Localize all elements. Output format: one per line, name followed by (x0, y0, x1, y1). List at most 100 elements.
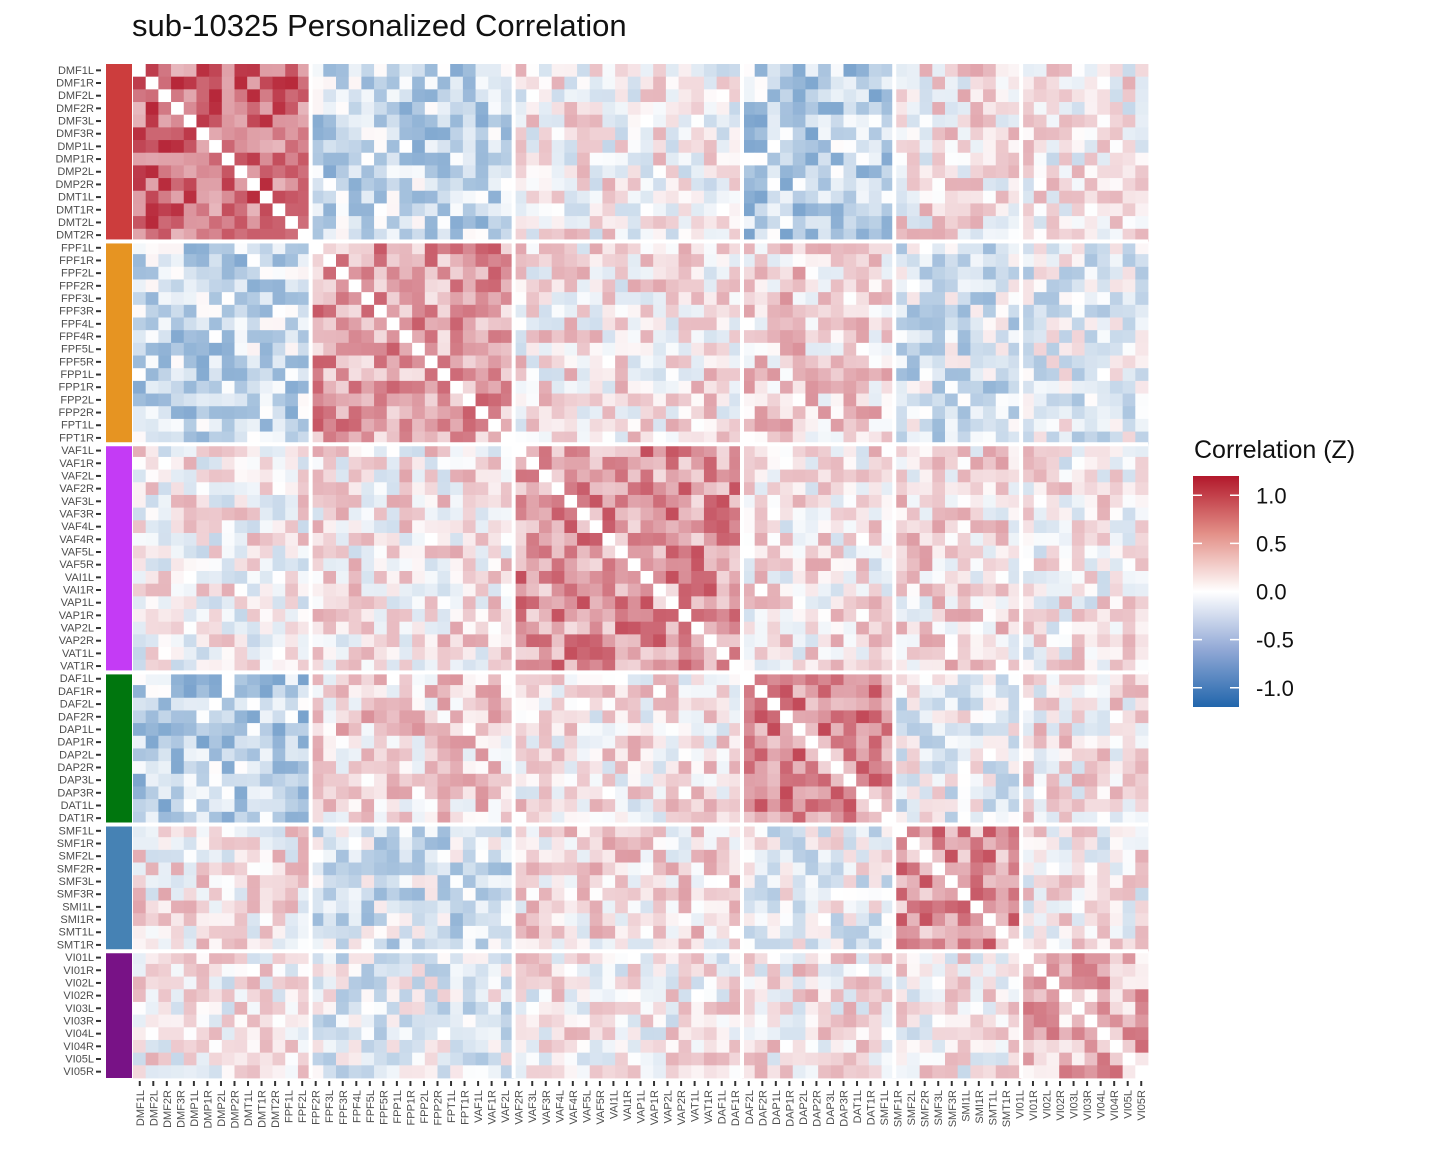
heatmap-cell (424, 241, 438, 255)
heatmap-cell (919, 254, 933, 268)
heatmap-cell (285, 140, 299, 154)
heatmap-cell (780, 241, 794, 255)
heatmap-cell (145, 165, 159, 179)
heatmap-cell (970, 621, 984, 635)
heatmap-cell (488, 786, 502, 800)
heatmap-cell (209, 710, 223, 724)
heatmap-cell (1046, 406, 1060, 420)
heatmap-cell (488, 190, 502, 204)
heatmap-cell (678, 241, 692, 255)
heatmap-cell (856, 266, 870, 280)
heatmap-cell (1046, 114, 1060, 128)
heatmap-cell (627, 418, 641, 432)
heatmap-cell (412, 647, 426, 661)
heatmap-cell (1097, 431, 1111, 445)
heatmap-cell (932, 773, 946, 787)
heatmap-cell (780, 317, 794, 331)
heatmap-cell (945, 89, 959, 103)
heatmap-cell (729, 773, 743, 787)
heatmap-cell (310, 444, 324, 458)
heatmap-cell (792, 216, 806, 230)
heatmap-cell (1033, 609, 1047, 623)
heatmap-cell (640, 494, 654, 509)
heatmap-cell (488, 228, 502, 242)
heatmap-cell (577, 342, 591, 356)
heatmap-cell (234, 64, 248, 78)
heatmap-cell (640, 773, 654, 787)
heatmap-cell (868, 228, 882, 242)
heatmap-cell (983, 659, 997, 673)
heatmap-cell (703, 811, 718, 825)
heatmap-cell (551, 266, 565, 280)
heatmap-cell (564, 393, 578, 407)
heatmap-cell (1109, 609, 1124, 623)
heatmap-cell (754, 216, 768, 230)
heatmap-cell (932, 127, 946, 141)
heatmap-cell (919, 723, 933, 737)
heatmap-cell (310, 216, 324, 230)
heatmap-cell (843, 545, 857, 559)
heatmap-cell (970, 710, 984, 724)
heatmap-cell (171, 304, 185, 318)
heatmap-cell (145, 773, 159, 787)
heatmap-cell (1008, 507, 1022, 521)
heatmap-cell (932, 659, 946, 673)
heatmap-cell (297, 406, 312, 420)
heatmap-cell (742, 520, 756, 534)
heatmap-cell (285, 811, 299, 825)
heatmap-cell (678, 494, 692, 509)
heatmap-cell (285, 685, 299, 699)
heatmap-cell (577, 292, 591, 306)
heatmap-cell (399, 127, 413, 141)
heatmap-cell (221, 254, 235, 268)
heatmap-cell (653, 266, 667, 280)
heatmap-cell (932, 292, 946, 306)
heatmap-cell (133, 165, 147, 179)
heatmap-cell (932, 811, 946, 825)
heatmap-cell (133, 532, 147, 547)
heatmap-cell (906, 799, 921, 813)
heatmap-cell (539, 723, 553, 737)
heatmap-cell (602, 418, 616, 432)
heatmap-cell (133, 659, 147, 673)
heatmap-cell (475, 216, 489, 230)
heatmap-cell (780, 444, 794, 458)
heatmap-cell (488, 773, 502, 787)
heatmap-cell (183, 355, 197, 369)
heatmap-cell (171, 773, 185, 787)
heatmap-cell (602, 545, 616, 559)
heatmap-cell (678, 761, 692, 775)
heatmap-cell (729, 203, 743, 217)
heatmap-cell (171, 583, 185, 597)
heatmap-cell (653, 304, 667, 318)
heatmap-cell (767, 431, 781, 445)
heatmap-cell (564, 837, 578, 851)
heatmap-cell (780, 406, 794, 420)
heatmap-cell (412, 64, 426, 78)
heatmap-cell (653, 685, 667, 699)
heatmap-cell (627, 140, 641, 154)
heatmap-cell (957, 178, 971, 192)
heatmap-cell (983, 532, 997, 547)
heatmap-cell (1097, 799, 1111, 813)
heatmap-cell (513, 140, 527, 154)
heatmap-cell (653, 317, 667, 331)
heatmap-cell (259, 342, 273, 356)
heatmap-cell (196, 355, 210, 369)
heatmap-cell (234, 228, 248, 242)
heatmap-cell (640, 216, 654, 230)
heatmap-cell (310, 380, 324, 394)
heatmap-cell (564, 190, 578, 204)
heatmap-cell (703, 190, 718, 204)
heatmap-cell (881, 304, 895, 318)
heatmap-cell (361, 520, 375, 534)
heatmap-cell (1033, 228, 1047, 242)
heatmap-cell (348, 647, 362, 661)
heatmap-cell (1071, 697, 1085, 711)
heatmap-cell (526, 152, 540, 166)
heatmap-cell (767, 494, 781, 509)
heatmap-cell (589, 216, 603, 230)
heatmap-cell (843, 811, 857, 825)
heatmap-cell (691, 342, 705, 356)
heatmap-cell (665, 811, 679, 825)
